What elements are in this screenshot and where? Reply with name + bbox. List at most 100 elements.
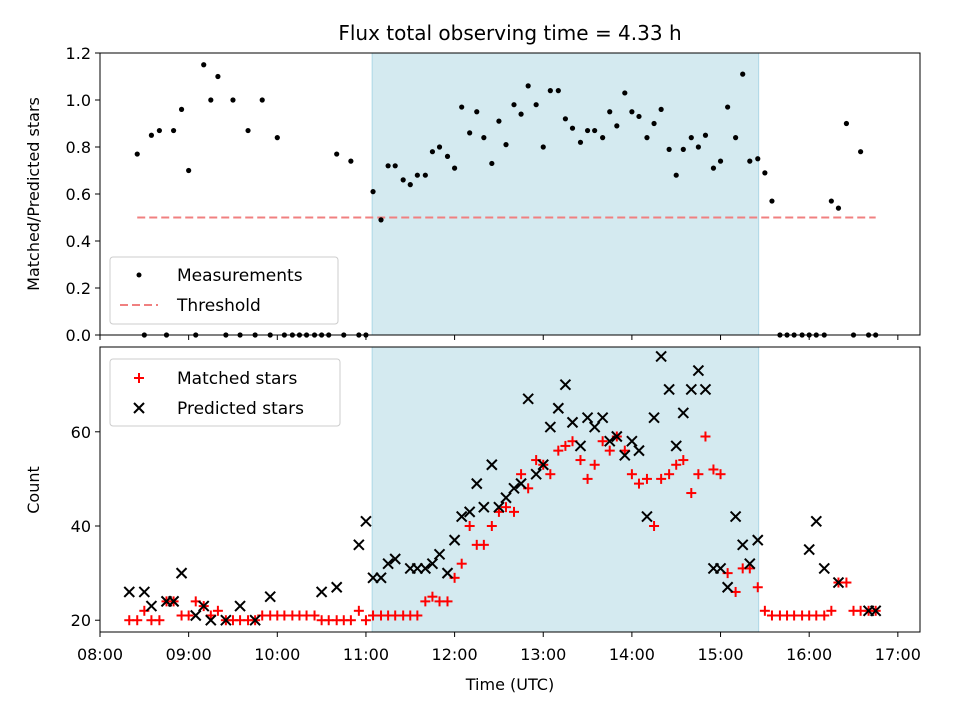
predicted-star-point xyxy=(330,581,343,593)
matched-star-point xyxy=(582,473,593,484)
predicted-star-point xyxy=(604,435,616,447)
count-legend: Matched stars Predicted stars xyxy=(109,358,341,427)
predicted-star-point xyxy=(641,510,653,523)
measurement-point xyxy=(762,170,768,176)
measurement-point xyxy=(444,153,451,159)
predicted-star-point xyxy=(508,482,520,495)
measurement-point xyxy=(474,109,480,115)
predicted-star-point xyxy=(441,567,454,579)
measurement-point xyxy=(629,109,635,115)
measurement-point xyxy=(259,97,265,103)
count-x-tick-label: 14:00 xyxy=(609,645,655,664)
predicted-star-point xyxy=(574,440,587,452)
measurement-point xyxy=(208,97,214,103)
measurement-point xyxy=(385,163,391,169)
count-y-axis-label: Count xyxy=(24,466,43,514)
count-x-tick-label: 17:00 xyxy=(875,645,921,664)
observing-window-shade-count xyxy=(372,347,759,632)
ratio-y-tick-label: 0.0 xyxy=(66,326,91,345)
measurement-point xyxy=(547,88,553,94)
ratio-legend-box xyxy=(109,256,339,325)
matched-star-point xyxy=(597,436,608,447)
predicted-star-point xyxy=(175,567,188,579)
predicted-star-point xyxy=(670,440,682,452)
time-x-axis-label: Time (UTC) xyxy=(465,675,554,694)
measurement-point xyxy=(680,146,686,152)
predicted-star-point xyxy=(611,430,623,443)
measurement-point xyxy=(843,120,850,127)
matched-star-point xyxy=(427,591,438,602)
predicted-star-point xyxy=(522,393,534,405)
measurement-point xyxy=(274,135,280,141)
measurement-point xyxy=(540,144,546,150)
matched-star-point xyxy=(649,521,660,532)
measurement-point xyxy=(467,130,473,136)
matched-star-point xyxy=(759,605,770,616)
predicted-star-point xyxy=(596,411,609,424)
legend-marker-measurements xyxy=(136,272,142,278)
measurement-point xyxy=(459,104,465,110)
matched-star-point xyxy=(604,445,615,456)
matched-star-point xyxy=(456,558,467,569)
count-y-ticks: 20 40 60 xyxy=(71,423,100,630)
matched-star-point xyxy=(560,440,571,451)
matched-star-point xyxy=(132,615,143,626)
measurement-point xyxy=(170,127,177,134)
matched-star-point xyxy=(752,582,763,593)
measurement-point xyxy=(503,142,509,148)
ratio-x-ticks xyxy=(99,335,899,340)
measurement-point xyxy=(651,120,657,127)
measurement-point xyxy=(577,139,584,145)
predicted-star-point xyxy=(832,576,845,589)
matched-star-point xyxy=(420,596,431,607)
predicted-star-point xyxy=(167,595,180,608)
predicted-star-point xyxy=(382,557,394,570)
matched-star-point xyxy=(671,459,682,470)
measurement-point xyxy=(178,106,185,112)
predicted-star-point xyxy=(537,459,549,471)
predicted-star-point xyxy=(375,572,387,584)
count-y-tick-label: 60 xyxy=(71,423,91,442)
matched-star-point xyxy=(464,521,475,532)
ratio-y-tick-label: 0.6 xyxy=(66,185,91,204)
predicted-star-point xyxy=(360,515,372,528)
matched-star-point xyxy=(360,615,371,626)
matched-star-point xyxy=(678,455,689,466)
matched-star-point xyxy=(575,455,586,466)
matched-star-point xyxy=(309,610,320,621)
predicted-star-point xyxy=(123,586,135,598)
matched-star-point xyxy=(693,469,704,480)
measurement-point xyxy=(378,217,384,223)
measurement-point xyxy=(407,182,413,188)
chart-title: Flux total observing time = 4.33 h xyxy=(338,21,681,45)
legend-label-predicted: Predicted stars xyxy=(177,399,304,419)
predicted-star-point xyxy=(721,581,734,593)
measurement-point xyxy=(769,198,775,204)
predicted-star-point xyxy=(752,534,764,546)
measurement-point xyxy=(414,172,420,178)
count-legend-box xyxy=(109,358,341,427)
predicted-star-point xyxy=(744,557,756,570)
measurement-point xyxy=(348,158,354,164)
predicted-star-point xyxy=(249,614,261,626)
matched-star-point xyxy=(641,473,652,484)
measurement-point xyxy=(201,62,207,68)
count-x-tick-label: 08:00 xyxy=(77,645,123,664)
predicted-star-point xyxy=(353,539,365,551)
matched-star-point xyxy=(626,469,637,480)
measurement-point xyxy=(644,135,650,141)
predicted-star-point xyxy=(205,614,217,626)
measurement-point xyxy=(717,158,724,164)
measurement-point xyxy=(658,106,664,112)
measurement-point xyxy=(858,149,864,155)
measurement-point xyxy=(511,102,517,108)
ratio-axes-frame xyxy=(99,52,921,336)
measurement-point xyxy=(215,73,221,80)
matched-star-point xyxy=(664,469,675,480)
matched-star-point xyxy=(501,502,512,513)
measurement-point xyxy=(429,149,436,155)
matched-star-point xyxy=(656,473,667,484)
predicted-star-point xyxy=(714,562,727,575)
predicted-star-point xyxy=(655,350,667,363)
measurement-point xyxy=(400,177,406,183)
